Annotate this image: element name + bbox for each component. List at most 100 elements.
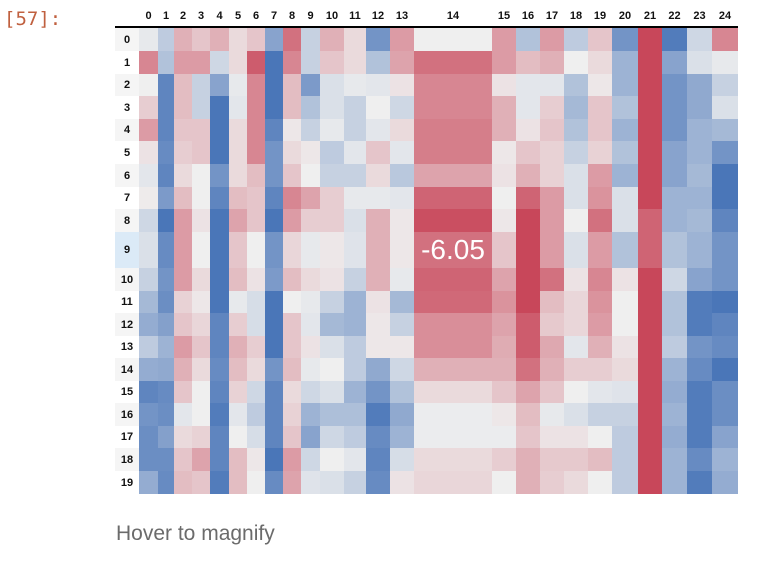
heatmap-cell[interactable] xyxy=(662,471,687,494)
heatmap-cell[interactable] xyxy=(687,358,712,381)
heatmap-cell[interactable] xyxy=(301,141,320,164)
heatmap-cell[interactable] xyxy=(229,187,247,209)
heatmap-cell[interactable] xyxy=(320,403,344,426)
heatmap-cell[interactable] xyxy=(712,313,738,336)
heatmap-cell[interactable] xyxy=(564,313,588,336)
heatmap-cell[interactable] xyxy=(283,187,301,209)
heatmap-cell[interactable] xyxy=(564,403,588,426)
heatmap-cell[interactable] xyxy=(174,471,192,494)
heatmap-cell[interactable] xyxy=(564,381,588,403)
heatmap-cell[interactable] xyxy=(516,291,540,313)
heatmap-cell[interactable] xyxy=(516,381,540,403)
heatmap-cell[interactable] xyxy=(210,268,229,291)
heatmap-cell[interactable] xyxy=(687,74,712,96)
heatmap-cell[interactable] xyxy=(366,232,390,268)
heatmap-cell[interactable] xyxy=(612,336,638,358)
heatmap-cell[interactable] xyxy=(366,403,390,426)
heatmap-cell[interactable] xyxy=(612,28,638,51)
heatmap-cell[interactable] xyxy=(638,187,662,209)
heatmap-cell[interactable] xyxy=(390,141,414,164)
heatmap-cell[interactable] xyxy=(174,164,192,187)
heatmap-cell[interactable] xyxy=(247,426,265,448)
heatmap-cell[interactable] xyxy=(612,291,638,313)
heatmap-cell[interactable] xyxy=(414,141,492,164)
heatmap-cell[interactable] xyxy=(564,187,588,209)
heatmap-cell[interactable] xyxy=(301,448,320,471)
heatmap-cell[interactable] xyxy=(712,448,738,471)
heatmap-cell[interactable] xyxy=(414,448,492,471)
heatmap-cell[interactable] xyxy=(247,119,265,141)
heatmap-cell[interactable] xyxy=(283,96,301,119)
heatmap-cell[interactable] xyxy=(265,358,283,381)
heatmap-cell[interactable] xyxy=(174,74,192,96)
heatmap-cell[interactable] xyxy=(320,448,344,471)
heatmap-cell[interactable] xyxy=(662,187,687,209)
heatmap-cell[interactable] xyxy=(712,28,738,51)
heatmap-cell[interactable] xyxy=(139,28,158,51)
heatmap-cell[interactable] xyxy=(638,164,662,187)
heatmap-cell[interactable] xyxy=(210,164,229,187)
heatmap-cell[interactable] xyxy=(366,291,390,313)
heatmap-cell[interactable] xyxy=(247,209,265,232)
heatmap-cell[interactable] xyxy=(283,336,301,358)
heatmap-cell[interactable] xyxy=(414,187,492,209)
heatmap-cell[interactable] xyxy=(540,426,564,448)
heatmap-cell[interactable] xyxy=(283,232,301,268)
heatmap-cell[interactable] xyxy=(564,96,588,119)
heatmap-cell[interactable] xyxy=(192,28,210,51)
heatmap-cell[interactable] xyxy=(540,28,564,51)
heatmap-cell[interactable] xyxy=(229,403,247,426)
heatmap-cell[interactable] xyxy=(320,358,344,381)
heatmap-cell[interactable] xyxy=(516,141,540,164)
heatmap-cell[interactable] xyxy=(390,51,414,74)
heatmap-cell[interactable] xyxy=(492,336,516,358)
heatmap-cell[interactable] xyxy=(265,96,283,119)
heatmap-cell[interactable] xyxy=(366,119,390,141)
heatmap-cell[interactable] xyxy=(283,358,301,381)
heatmap-cell[interactable] xyxy=(283,28,301,51)
heatmap-cell[interactable] xyxy=(414,268,492,291)
heatmap-cell[interactable] xyxy=(344,187,366,209)
heatmap-cell[interactable] xyxy=(492,232,516,268)
heatmap-cell[interactable] xyxy=(612,381,638,403)
heatmap-cell[interactable] xyxy=(139,187,158,209)
heatmap-cell[interactable] xyxy=(344,232,366,268)
heatmap-cell[interactable] xyxy=(712,119,738,141)
heatmap-cell[interactable] xyxy=(344,119,366,141)
heatmap-cell[interactable] xyxy=(612,426,638,448)
heatmap-cell[interactable] xyxy=(540,187,564,209)
heatmap-cell[interactable] xyxy=(158,187,174,209)
heatmap-cell[interactable] xyxy=(320,209,344,232)
heatmap-cell[interactable] xyxy=(192,381,210,403)
heatmap-cell[interactable] xyxy=(540,232,564,268)
heatmap-cell[interactable] xyxy=(344,426,366,448)
heatmap-cell[interactable] xyxy=(588,232,612,268)
heatmap-cell[interactable] xyxy=(492,381,516,403)
heatmap-cell[interactable] xyxy=(366,448,390,471)
heatmap-cell[interactable] xyxy=(687,51,712,74)
heatmap-cell[interactable] xyxy=(612,74,638,96)
heatmap-cell[interactable] xyxy=(283,164,301,187)
heatmap-cell[interactable] xyxy=(366,358,390,381)
heatmap-cell[interactable] xyxy=(687,119,712,141)
heatmap-cell[interactable] xyxy=(662,96,687,119)
heatmap-cell[interactable] xyxy=(229,141,247,164)
heatmap-cell[interactable] xyxy=(210,403,229,426)
heatmap-cell[interactable] xyxy=(366,313,390,336)
heatmap-cell[interactable] xyxy=(638,448,662,471)
heatmap-cell[interactable] xyxy=(516,28,540,51)
heatmap-cell[interactable] xyxy=(366,268,390,291)
heatmap-cell[interactable] xyxy=(414,119,492,141)
heatmap-cell[interactable] xyxy=(366,187,390,209)
heatmap-cell[interactable] xyxy=(344,209,366,232)
heatmap-cell[interactable] xyxy=(712,403,738,426)
heatmap-cell[interactable] xyxy=(158,209,174,232)
heatmap-cell[interactable] xyxy=(588,141,612,164)
heatmap-cell[interactable] xyxy=(174,28,192,51)
heatmap-cell[interactable] xyxy=(344,403,366,426)
heatmap-cell[interactable] xyxy=(139,426,158,448)
heatmap-cell[interactable] xyxy=(139,51,158,74)
heatmap-cell[interactable] xyxy=(265,313,283,336)
heatmap-cell[interactable] xyxy=(344,381,366,403)
heatmap-cell[interactable] xyxy=(390,96,414,119)
